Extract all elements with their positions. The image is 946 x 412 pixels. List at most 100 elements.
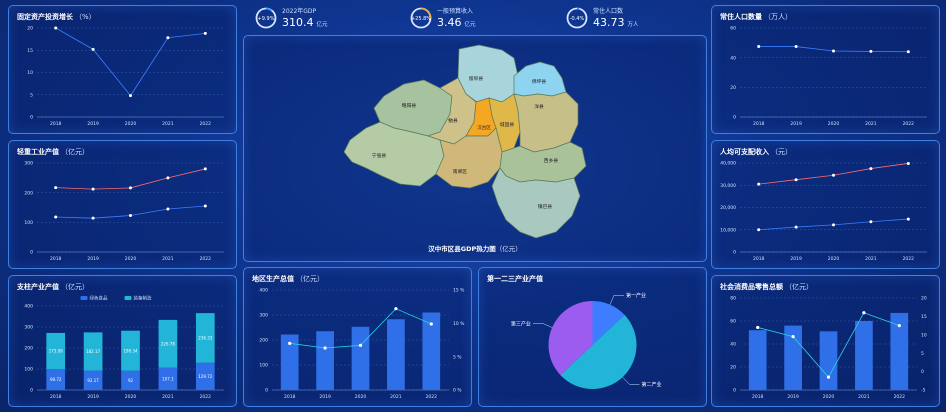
data-point[interactable]	[323, 346, 327, 350]
y-tick-label: 200	[259, 338, 268, 344]
bar[interactable]	[316, 331, 334, 390]
kpi-label: 2022年GDP	[282, 8, 317, 15]
data-point[interactable]	[203, 167, 207, 171]
data-point[interactable]	[54, 215, 58, 219]
bar[interactable]	[855, 321, 873, 390]
bar[interactable]	[422, 312, 441, 391]
map-label: 勉县	[448, 117, 458, 124]
chart-panel-population: 0 20 40 60 2018 2019 2020 2021 2022 常住人口数量 （万人）	[711, 5, 940, 134]
data-point[interactable]	[897, 324, 901, 328]
bar[interactable]	[195, 362, 215, 390]
bar-value-label: 98.72	[50, 377, 62, 382]
data-point[interactable]	[358, 343, 363, 347]
data-point[interactable]	[129, 214, 132, 218]
data-point[interactable]	[794, 178, 798, 182]
kpi-ring-progress	[255, 7, 277, 29]
data-point[interactable]	[869, 220, 873, 224]
data-point[interactable]	[756, 325, 760, 330]
x-tick-label: 2019	[87, 394, 99, 400]
chart-title: 社会消费品零售总额	[720, 283, 783, 291]
pie-slice[interactable]	[592, 301, 625, 345]
data-point[interactable]	[832, 173, 835, 177]
bar[interactable]	[748, 330, 767, 390]
y-tick-label: 200	[24, 346, 33, 352]
data-point[interactable]	[54, 26, 58, 30]
data-point[interactable]	[906, 50, 910, 54]
bar[interactable]	[890, 312, 909, 390]
data-point[interactable]	[869, 49, 873, 53]
data-point[interactable]	[288, 341, 292, 345]
data-point[interactable]	[794, 45, 798, 49]
bar-value-label: 190.34	[124, 348, 138, 353]
data-point[interactable]	[906, 217, 910, 221]
y-tick-label: 20,000	[720, 205, 736, 211]
data-point[interactable]	[91, 216, 95, 220]
chart-unit: （亿元）	[61, 148, 89, 156]
x-tick-label: 2020	[125, 121, 137, 127]
data-point[interactable]	[869, 167, 873, 171]
map-label: 宁强县	[372, 152, 387, 159]
bar-value-label: 226.78	[161, 341, 175, 346]
data-point[interactable]	[906, 161, 910, 165]
kpi-ring-icon: +9.9%	[255, 7, 277, 29]
kpi-unit: 亿元	[464, 22, 476, 28]
pie-slice[interactable]	[560, 314, 637, 389]
bar[interactable]	[195, 313, 215, 363]
data-point[interactable]	[757, 45, 761, 49]
kpi-value: 310.4	[282, 16, 314, 29]
data-point[interactable]	[91, 187, 95, 191]
x-tick-label: 2022	[894, 394, 906, 400]
data-point[interactable]	[203, 204, 207, 208]
y-tick-label: 0	[30, 250, 33, 256]
map-region-yangxian[interactable]	[513, 91, 579, 153]
x-tick-label: 2019	[319, 394, 331, 400]
data-point[interactable]	[394, 307, 398, 311]
bar[interactable]	[46, 369, 66, 390]
data-point[interactable]	[166, 36, 170, 40]
bar[interactable]	[83, 332, 103, 371]
data-point[interactable]	[54, 186, 58, 190]
pie-slice[interactable]	[548, 301, 593, 376]
map-region-liuba[interactable]	[457, 44, 519, 103]
bar[interactable]	[158, 367, 178, 390]
data-point[interactable]	[166, 207, 170, 211]
bar[interactable]	[121, 370, 140, 390]
bar[interactable]	[158, 319, 178, 368]
chart-svg: 0 100 200 300 2018 2019 2020 2021 2022	[24, 161, 224, 262]
map-region-zhenba[interactable]	[491, 167, 581, 239]
series-line	[55, 27, 206, 97]
x-tick-label: 2021	[162, 121, 174, 127]
chart-svg: 0 20 40 60 2018 2019 2020 2021 2022	[730, 26, 927, 127]
data-point[interactable]	[862, 311, 866, 315]
bar-value-label: 92	[128, 378, 134, 383]
y-tick-label: 400	[24, 304, 33, 310]
data-point[interactable]	[129, 94, 132, 98]
map-region-chenggu[interactable]	[488, 93, 521, 153]
data-point[interactable]	[794, 225, 798, 229]
bar[interactable]	[280, 334, 299, 391]
data-point[interactable]	[757, 228, 761, 232]
data-point[interactable]	[203, 31, 207, 35]
bar[interactable]	[83, 370, 103, 390]
x-tick-label: 2020	[828, 256, 840, 262]
data-point[interactable]	[791, 335, 795, 339]
bar[interactable]	[46, 332, 66, 370]
bar[interactable]	[819, 331, 838, 390]
bar[interactable]	[387, 319, 405, 390]
data-point[interactable]	[91, 47, 95, 51]
kpi-ring-progress	[566, 7, 588, 29]
data-point[interactable]	[429, 322, 433, 326]
bar[interactable]	[121, 330, 140, 371]
bar[interactable]	[351, 326, 370, 390]
chart-title: 固定资产投资增长	[17, 13, 73, 21]
data-point[interactable]	[832, 49, 835, 53]
map-region-foping[interactable]	[513, 61, 567, 97]
data-point[interactable]	[826, 375, 831, 379]
data-point[interactable]	[832, 223, 835, 227]
data-point[interactable]	[166, 176, 170, 180]
data-point[interactable]	[129, 186, 132, 190]
pie-leader-line	[622, 376, 640, 385]
y-tick-label: 300	[24, 161, 33, 167]
data-point[interactable]	[757, 182, 761, 186]
chart-title: 轻重工业产值	[17, 148, 59, 156]
